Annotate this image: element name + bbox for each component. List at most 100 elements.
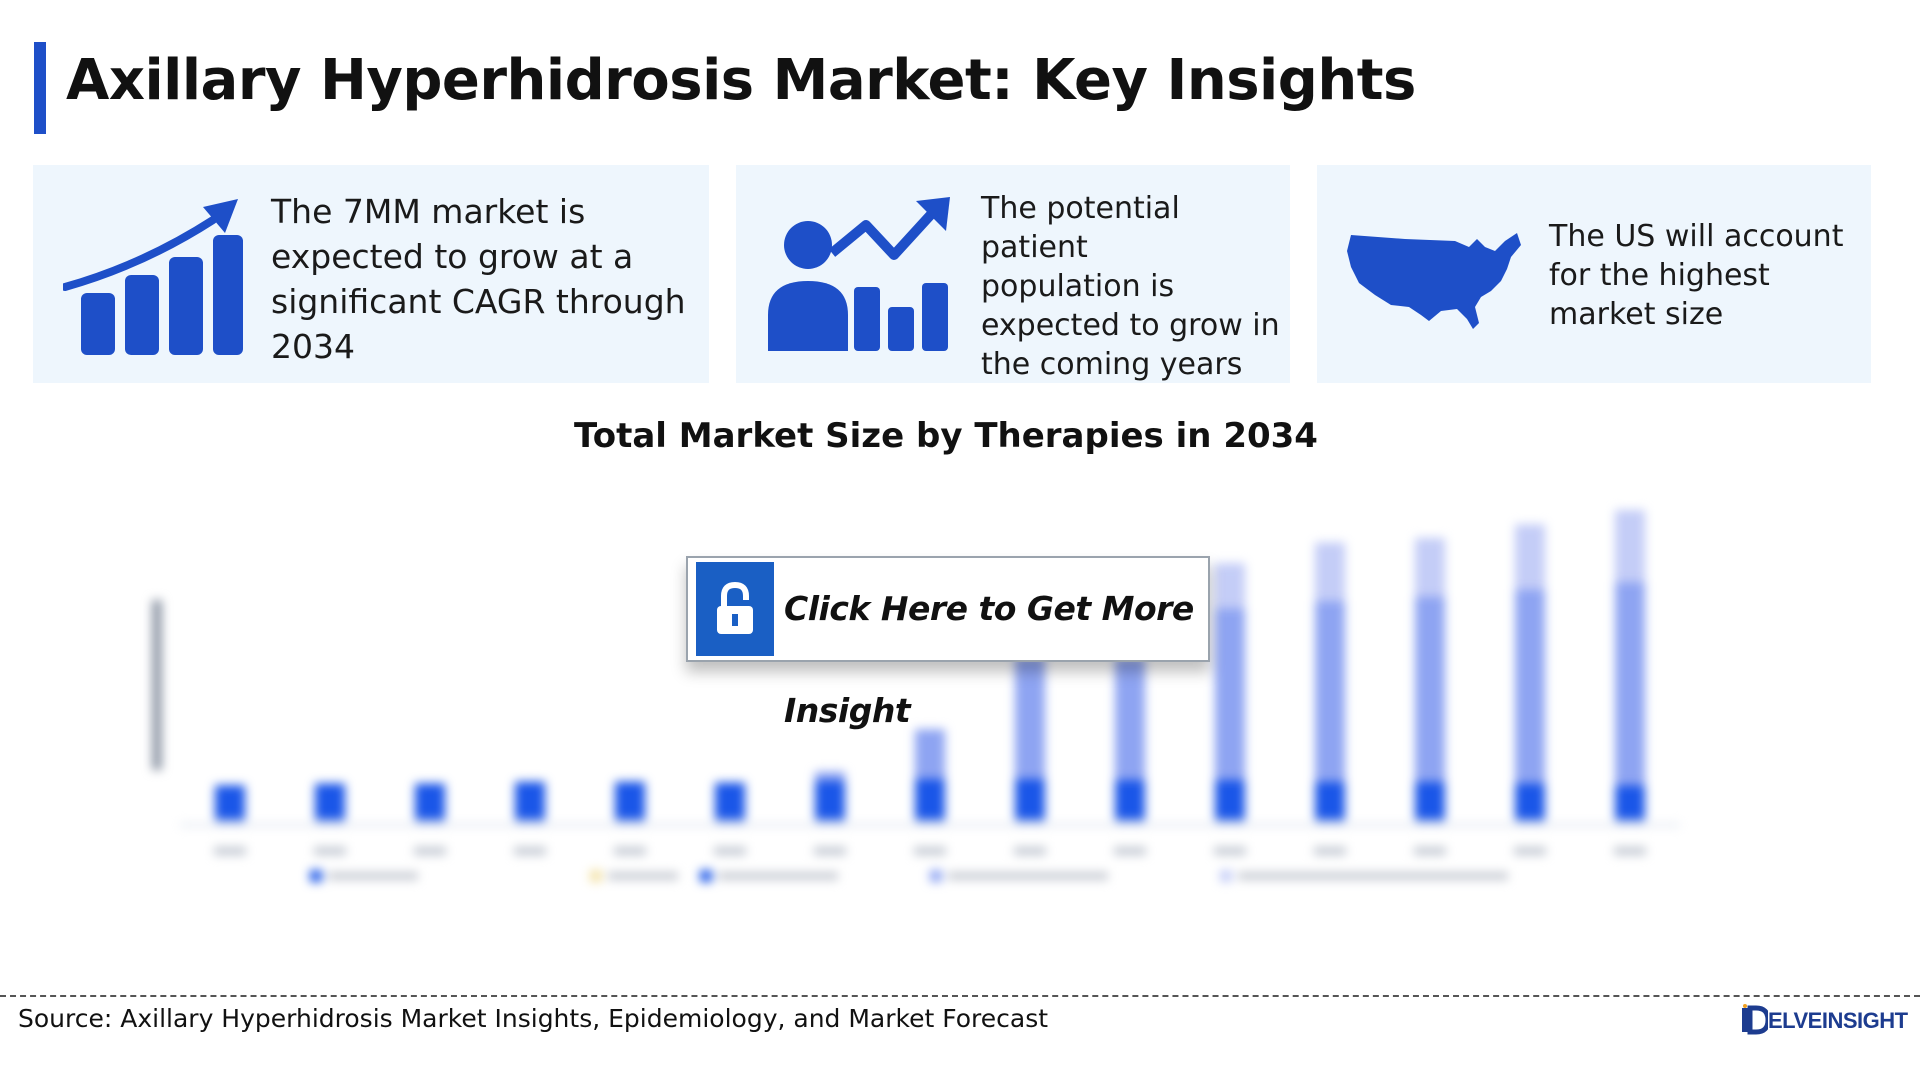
card-text-line: 2034 (271, 327, 355, 366)
legend-swatch (930, 870, 942, 882)
bar-segment (1115, 819, 1145, 825)
unlock-insight-button[interactable]: Click Here to Get More Insight (686, 556, 1210, 730)
card-text-line: significant CAGR through (271, 282, 686, 321)
bar-segment (315, 783, 345, 820)
card-text-line: for the highest (1549, 258, 1770, 293)
stacked-bar-chart (152, 509, 1680, 882)
card-text-line: The 7MM market is (271, 192, 586, 231)
bar-segment (1615, 785, 1645, 820)
legend-swatch (700, 870, 712, 882)
legend-swatch (310, 870, 322, 882)
bar-segment (515, 781, 545, 820)
bar-segment (1615, 582, 1645, 786)
legend-label (328, 872, 418, 880)
bar-segment (515, 819, 545, 825)
bar-segment (715, 782, 745, 820)
bar-segment (1615, 819, 1645, 825)
y-axis-label (152, 600, 162, 770)
bar-segment (815, 771, 845, 781)
x-tick-label (1514, 847, 1546, 855)
x-tick-label (1214, 847, 1246, 855)
insight-card-us: The US will account for the highest mark… (1317, 165, 1871, 383)
x-tick-label (214, 847, 246, 855)
page-title: Axillary Hyperhidrosis Market: Key Insig… (66, 48, 1416, 113)
legend-label (948, 872, 1108, 880)
legend-label (718, 872, 838, 880)
card-text-line: expected to grow at a (271, 237, 634, 276)
insight-card-growth: The 7MM market is expected to grow at a … (33, 165, 709, 383)
bar-segment (615, 819, 645, 825)
lock-icon (715, 581, 755, 636)
x-tick-label (1414, 847, 1446, 855)
x-tick-label (1614, 847, 1646, 855)
bar-segment (915, 729, 945, 779)
bar-segment (215, 819, 245, 825)
bar-segment (915, 778, 945, 820)
bar-segment (815, 780, 845, 820)
card-text-line: The potential patient (981, 191, 1180, 265)
bar-segment (1215, 608, 1245, 780)
bar-segment (415, 819, 445, 825)
blurred-chart (120, 480, 1720, 940)
footer-divider (0, 995, 1920, 997)
bar-segment (415, 783, 445, 820)
bar-segment (1515, 819, 1545, 825)
bar-segment (1415, 781, 1445, 820)
card-text-line: market size (1549, 297, 1724, 332)
x-tick-label (1314, 847, 1346, 855)
card-text-line: population is (981, 269, 1175, 304)
bar-segment (1415, 596, 1445, 782)
delveinsight-logo-icon (1742, 1004, 1771, 1036)
x-tick-label (614, 847, 646, 855)
logo-text: ELVEINSIGHT (1768, 1008, 1908, 1033)
source-text: Source: Axillary Hyperhidrosis Market In… (18, 1004, 1049, 1033)
bar-segment (1215, 563, 1245, 609)
bar-segment (215, 785, 245, 820)
insight-card-population: The potential patient population is expe… (736, 165, 1290, 383)
bar-segment (1115, 779, 1145, 820)
card-text-line: The US will account (1549, 219, 1844, 254)
lock-icon-box (696, 562, 774, 656)
legend-label (1238, 872, 1508, 880)
unlock-label: Click Here to Get More Insight (784, 589, 1194, 730)
card-text-line: the coming years (981, 347, 1243, 382)
bar-segment (615, 781, 645, 820)
bar-segment (1315, 542, 1345, 602)
bar-segment (1015, 657, 1045, 779)
bar-segment (1415, 819, 1445, 825)
bar-segment (1215, 779, 1245, 820)
x-tick-label (1014, 847, 1046, 855)
bar-segment (1415, 537, 1445, 597)
delveinsight-logo: ELVEINSIGHT (1738, 1002, 1908, 1038)
x-tick-label (714, 847, 746, 855)
title-accent-bar (34, 42, 46, 134)
bar-segment (1515, 783, 1545, 820)
patient-growth-icon (766, 195, 956, 355)
bar-segment (1315, 601, 1345, 782)
bar-segment (315, 819, 345, 825)
bar-segment (1315, 819, 1345, 825)
bar-segment (815, 819, 845, 825)
bar-segment (915, 819, 945, 825)
legend-label (608, 872, 678, 880)
x-tick-label (1114, 847, 1146, 855)
bar-segment (1315, 781, 1345, 820)
x-tick-label (314, 847, 346, 855)
x-tick-label (514, 847, 546, 855)
bar-segment (1515, 589, 1545, 784)
bar-segment (1615, 509, 1645, 583)
bar-segment (1015, 819, 1045, 825)
bar-segment (715, 819, 745, 825)
x-tick-label (414, 847, 446, 855)
card-text-line: expected to grow in (981, 308, 1280, 343)
legend-swatch (1220, 870, 1232, 882)
x-tick-label (814, 847, 846, 855)
bar-segment (1515, 524, 1545, 590)
us-map-icon (1345, 225, 1525, 335)
bar-segment (1215, 819, 1245, 825)
bar-segment (1115, 657, 1145, 780)
x-tick-label (914, 847, 946, 855)
growth-bar-chart-icon (61, 195, 243, 355)
legend-swatch (590, 870, 602, 882)
bar-segment (1015, 778, 1045, 820)
